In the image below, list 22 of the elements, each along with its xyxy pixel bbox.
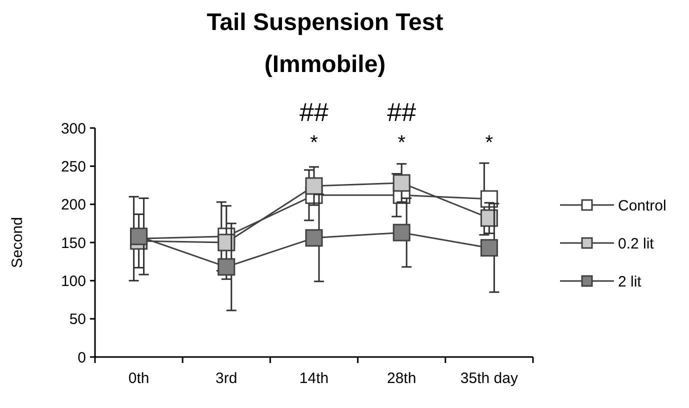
y-tick-label: 150 xyxy=(60,234,86,252)
text: ## xyxy=(387,97,417,128)
y-tick-label: 100 xyxy=(60,272,86,290)
annotation: * xyxy=(398,132,406,154)
legend-label: 0.2 lit xyxy=(618,235,655,252)
y-tick-label: 0 xyxy=(78,349,86,366)
y-axis-title: Second xyxy=(9,217,26,268)
annotation: * xyxy=(310,132,318,154)
y-tick-label: 50 xyxy=(69,311,86,328)
text: ## xyxy=(300,97,329,128)
legend-label: 2 lit xyxy=(618,273,642,290)
y-tick-label: 250 xyxy=(60,158,86,176)
x-tick-label: 28th xyxy=(387,370,416,387)
y-tick-label: 300 xyxy=(60,120,86,138)
x-tick-label: 14th xyxy=(299,370,329,387)
y-tick-label: 200 xyxy=(60,196,86,214)
chart-title: Tail Suspension Test (Immobile) xyxy=(206,9,444,78)
legend-label: Control xyxy=(618,197,666,214)
annotation: * xyxy=(485,132,494,154)
x-tick-label: 0th xyxy=(128,370,150,387)
x-tick-label: 3rd xyxy=(216,370,238,387)
x-tick-label: 35th day xyxy=(460,370,518,387)
